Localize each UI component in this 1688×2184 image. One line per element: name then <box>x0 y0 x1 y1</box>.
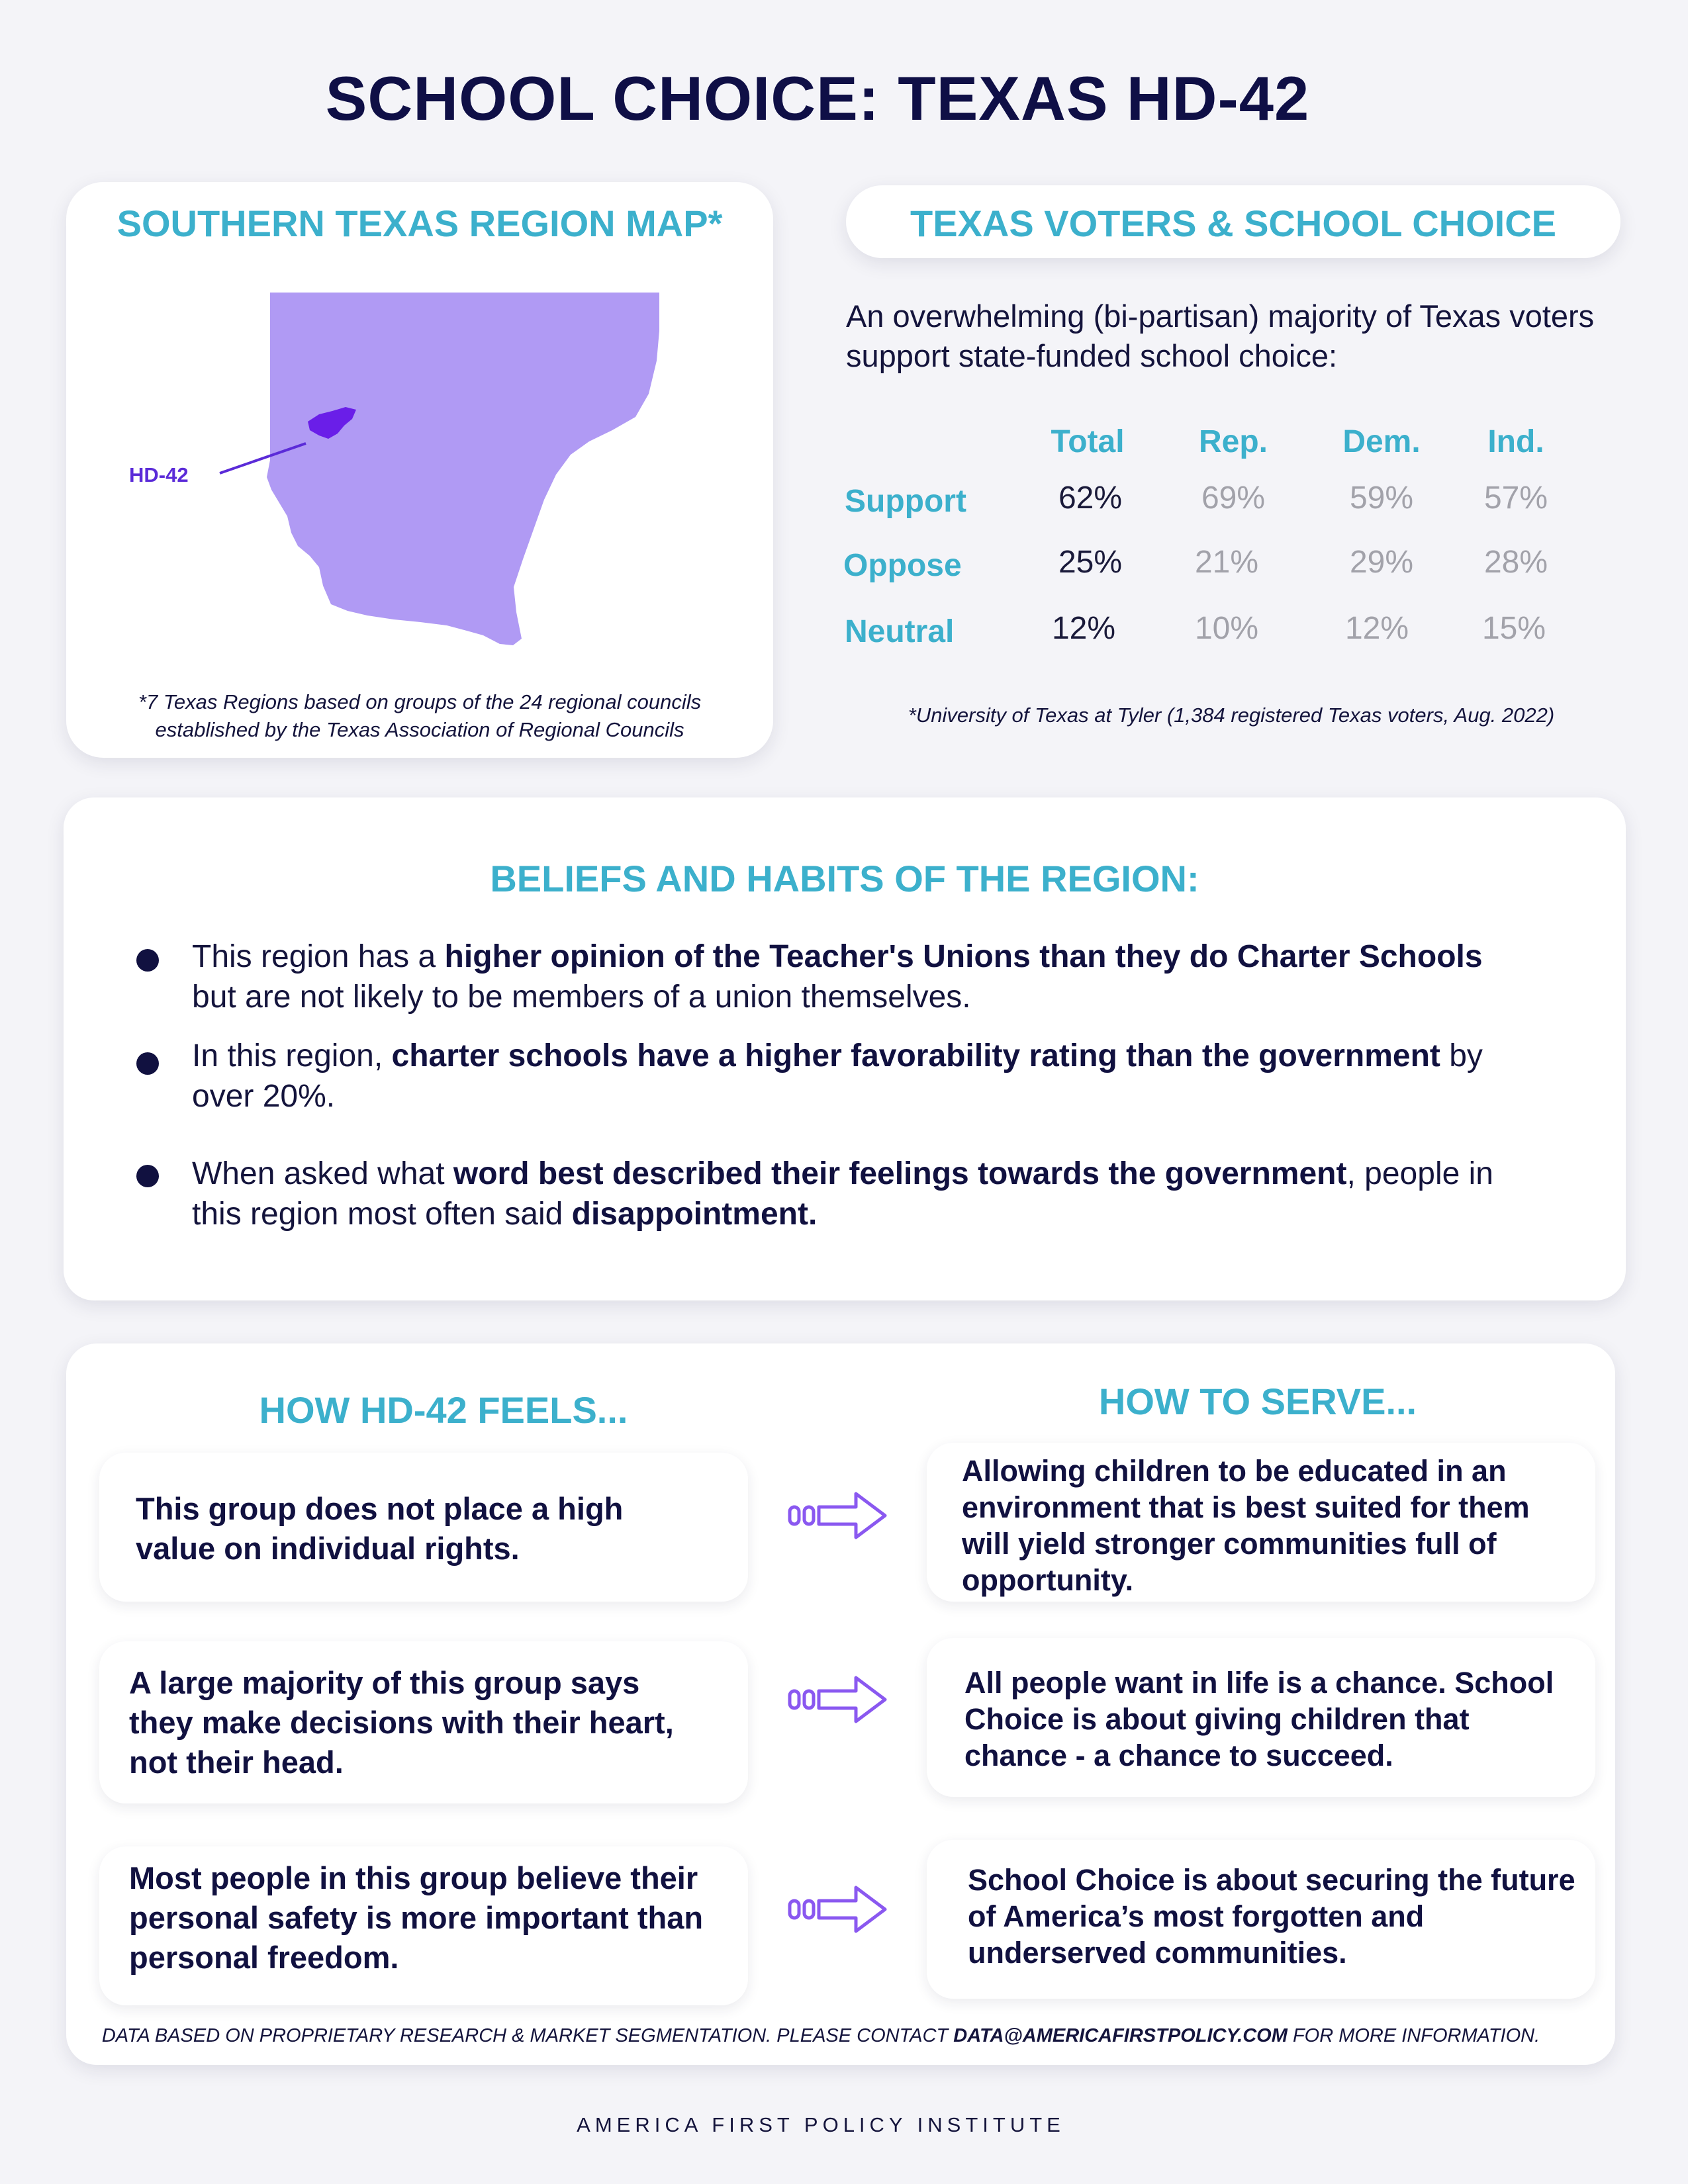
feel-panel <box>99 1453 748 1602</box>
right-arrow-icon <box>788 1492 887 1539</box>
map-note-line-2: established by the Texas Association of … <box>155 718 684 741</box>
belief-highlight: higher opinion of the Teacher's Unions t… <box>444 939 1483 974</box>
oppose-rep: 21% <box>1194 545 1259 580</box>
belief-item: This region has a higher opinion of the … <box>192 936 1516 1017</box>
feel-text: A large majority of this group says they… <box>129 1665 674 1780</box>
support-rep: 69% <box>1201 480 1266 516</box>
belief-highlight: charter schools have a higher favorabili… <box>391 1038 1440 1073</box>
row-label-oppose: Oppose <box>843 548 962 583</box>
voters-heading: TEXAS VOTERS & SCHOOL CHOICE <box>910 203 1556 244</box>
belief-highlight: disappointment. <box>571 1197 818 1232</box>
belief-text: but are not likely to be members of a un… <box>192 979 971 1015</box>
feel-text: This group does not place a high value o… <box>136 1491 624 1566</box>
belief-item: When asked what word best described thei… <box>192 1154 1516 1234</box>
oppose-dem: 29% <box>1349 545 1414 580</box>
footer-note: DATA BASED ON PROPRIETARY RESEARCH & MAR… <box>0 2025 1642 2047</box>
hd-42-pointer-line <box>219 442 306 475</box>
right-arrow-icon <box>788 1886 887 1933</box>
feel-panel <box>99 1641 748 1803</box>
support-total: 62% <box>1058 480 1123 516</box>
serve-panel <box>927 1443 1595 1602</box>
hd-42-label: HD-42 <box>129 463 189 486</box>
neutral-ind: 15% <box>1481 611 1546 646</box>
col-total: Total <box>1051 424 1125 459</box>
col-dem: Dem. <box>1342 424 1421 459</box>
bullet-dot <box>136 1165 159 1187</box>
feels-heading: HOW HD-42 FEELS... <box>259 1389 628 1431</box>
voters-heading-pill: TEXAS VOTERS & SCHOOL CHOICE <box>846 185 1620 258</box>
neutral-rep: 10% <box>1194 611 1259 646</box>
col-ind: Ind. <box>1487 424 1544 459</box>
beliefs-card: BELIEFS AND HABITS OF THE REGION: <box>64 797 1626 1300</box>
support-ind: 57% <box>1483 480 1548 516</box>
serve-text: Allowing children to be educated in an e… <box>962 1454 1530 1597</box>
belief-item: In this region, charter schools have a h… <box>192 1036 1516 1116</box>
hd-42-district-shape <box>308 407 356 439</box>
serve-text: All people want in life is a chance. Sch… <box>964 1666 1554 1772</box>
southern-region-shape <box>267 293 659 645</box>
row-label-neutral: Neutral <box>845 614 955 649</box>
bullet-dot <box>136 949 159 972</box>
oppose-total: 25% <box>1058 545 1123 580</box>
contact-email-link[interactable]: DATA@AMERICAFIRSTPOLICY.COM <box>953 2025 1288 2046</box>
beliefs-heading: BELIEFS AND HABITS OF THE REGION: <box>490 858 1199 899</box>
serve-panel <box>927 1840 1595 1999</box>
belief-text: by over 20%. <box>192 1038 1483 1114</box>
neutral-dem: 12% <box>1344 611 1409 646</box>
region-map: HD-42 <box>129 293 659 645</box>
page-title: SCHOOL CHOICE: TEXAS HD-42 <box>325 64 1310 133</box>
voters-source: *University of Texas at Tyler (1,384 reg… <box>908 704 1555 727</box>
oppose-ind: 28% <box>1483 545 1548 580</box>
bullet-dot <box>136 1052 159 1075</box>
feel-text: Most people in this group believe their … <box>129 1860 704 1975</box>
serve-text: School Choice is about securing the futu… <box>968 1863 1575 1970</box>
voters-intro: An overwhelming (bi-partisan) majority o… <box>846 298 1595 373</box>
map-card: SOUTHERN TEXAS REGION MAP* HD-42 *7 Texa… <box>66 182 773 758</box>
serve-panel <box>927 1638 1595 1797</box>
neutral-total: 12% <box>1051 611 1116 646</box>
col-rep: Rep. <box>1198 424 1268 459</box>
footer-note-text: FOR MORE INFORMATION. <box>1287 2025 1540 2046</box>
belief-text: This region has a <box>192 939 445 974</box>
serve-heading: HOW TO SERVE... <box>1098 1381 1417 1422</box>
footer-note-text: DATA BASED ON PROPRIETARY RESEARCH & MAR… <box>101 2025 954 2046</box>
support-dem: 59% <box>1349 480 1414 516</box>
feel-panel <box>99 1846 748 2005</box>
map-note-line-1: *7 Texas Regions based on groups of the … <box>138 690 702 713</box>
belief-text: In this region, <box>192 1038 392 1073</box>
organization-name: AMERICA FIRST POLICY INSTITUTE <box>577 2113 1065 2136</box>
belief-highlight: word best described their feelings towar… <box>453 1156 1347 1191</box>
belief-text: When asked what <box>192 1156 453 1191</box>
row-label-support: Support <box>845 484 966 519</box>
map-card-heading: SOUTHERN TEXAS REGION MAP* <box>117 203 723 244</box>
right-arrow-icon <box>788 1676 887 1723</box>
belief-text: , people in this region most often said <box>192 1156 1493 1232</box>
map-note: *7 Texas Regions based on groups of the … <box>66 688 773 744</box>
